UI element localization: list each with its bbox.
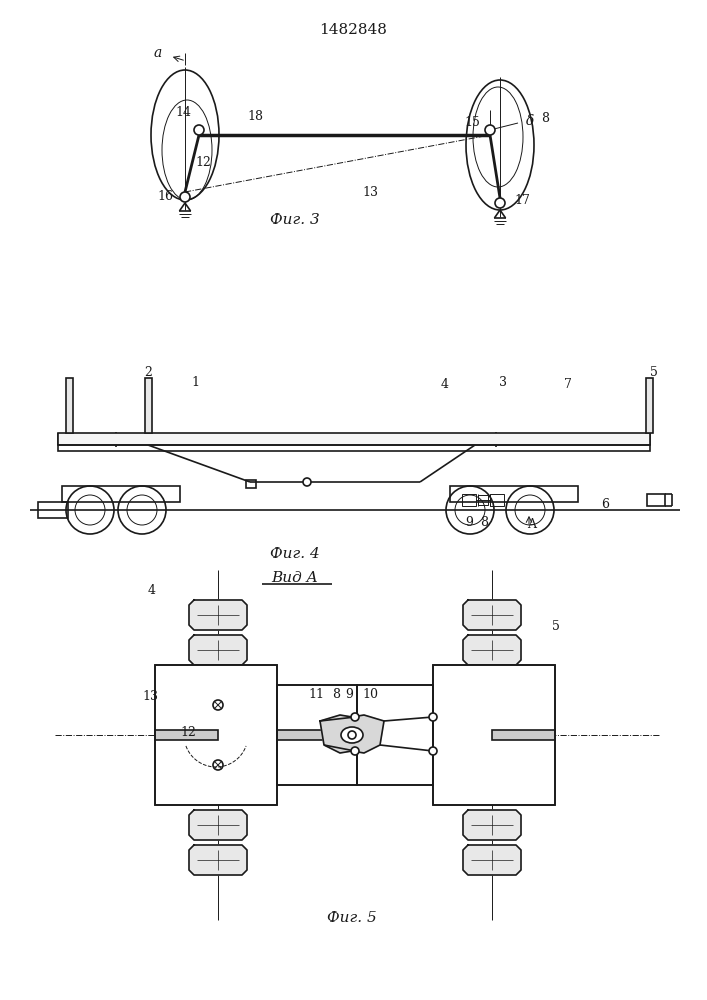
- Circle shape: [303, 478, 311, 486]
- Bar: [433, 665, 555, 805]
- Text: 2: 2: [144, 365, 152, 378]
- Circle shape: [348, 731, 356, 739]
- Text: a: a: [154, 46, 162, 60]
- Polygon shape: [189, 600, 247, 630]
- Bar: [145, 378, 152, 433]
- Bar: [450, 486, 578, 502]
- Text: 3: 3: [499, 375, 507, 388]
- Circle shape: [213, 760, 223, 770]
- Text: 16: 16: [157, 190, 173, 204]
- Text: Вид A: Вид A: [271, 571, 318, 585]
- Text: 4: 4: [441, 378, 449, 391]
- Circle shape: [351, 747, 359, 755]
- Text: 11: 11: [308, 688, 324, 702]
- Text: 7: 7: [564, 378, 572, 391]
- Polygon shape: [189, 635, 247, 665]
- Bar: [38, 502, 68, 518]
- Circle shape: [180, 192, 190, 202]
- Text: 12: 12: [195, 156, 211, 169]
- Polygon shape: [189, 845, 247, 875]
- Text: 4: 4: [148, 584, 156, 596]
- Text: 9: 9: [465, 516, 473, 528]
- Bar: [490, 494, 504, 506]
- Text: δ: δ: [526, 114, 534, 128]
- Text: 12: 12: [180, 726, 196, 740]
- Bar: [277, 685, 357, 785]
- Bar: [478, 495, 488, 505]
- Text: 17: 17: [514, 194, 530, 208]
- Text: 15: 15: [464, 116, 480, 129]
- Bar: [647, 494, 665, 506]
- Text: 1: 1: [191, 375, 199, 388]
- Text: 5: 5: [552, 620, 560, 634]
- Text: 8: 8: [480, 516, 488, 528]
- Text: 13: 13: [142, 690, 158, 704]
- Bar: [277, 730, 370, 740]
- Text: 6: 6: [601, 498, 609, 512]
- Bar: [58, 445, 650, 451]
- Ellipse shape: [341, 727, 363, 743]
- Polygon shape: [463, 810, 521, 840]
- Polygon shape: [189, 810, 247, 840]
- Circle shape: [429, 713, 437, 721]
- Text: A: A: [527, 518, 537, 530]
- Bar: [492, 730, 555, 740]
- Text: 1482848: 1482848: [319, 23, 387, 37]
- Text: 18: 18: [247, 110, 263, 123]
- Bar: [246, 480, 256, 488]
- Text: 8: 8: [332, 688, 340, 702]
- Bar: [357, 685, 433, 785]
- Text: Фиг. 4: Фиг. 4: [270, 547, 320, 561]
- Text: 8: 8: [541, 112, 549, 125]
- Bar: [277, 685, 357, 785]
- Circle shape: [429, 747, 437, 755]
- Polygon shape: [463, 600, 521, 630]
- Bar: [155, 730, 218, 740]
- Text: 13: 13: [362, 186, 378, 198]
- Text: Фиг. 3: Фиг. 3: [270, 213, 320, 227]
- Circle shape: [194, 125, 204, 135]
- Bar: [646, 378, 653, 433]
- Bar: [155, 665, 277, 805]
- Circle shape: [213, 700, 223, 710]
- Text: 14: 14: [175, 106, 191, 119]
- Circle shape: [495, 198, 505, 208]
- Text: 9: 9: [345, 688, 353, 702]
- Bar: [66, 378, 73, 433]
- Polygon shape: [463, 845, 521, 875]
- Polygon shape: [320, 715, 384, 753]
- Text: 10: 10: [362, 688, 378, 702]
- Text: 5: 5: [650, 365, 658, 378]
- Text: Фиг. 5: Фиг. 5: [327, 911, 377, 925]
- Polygon shape: [463, 635, 521, 665]
- Bar: [433, 665, 555, 805]
- Bar: [62, 486, 180, 502]
- Circle shape: [485, 125, 495, 135]
- Bar: [58, 433, 650, 445]
- Bar: [357, 685, 433, 785]
- Circle shape: [351, 713, 359, 721]
- Bar: [462, 494, 476, 506]
- Bar: [155, 665, 277, 805]
